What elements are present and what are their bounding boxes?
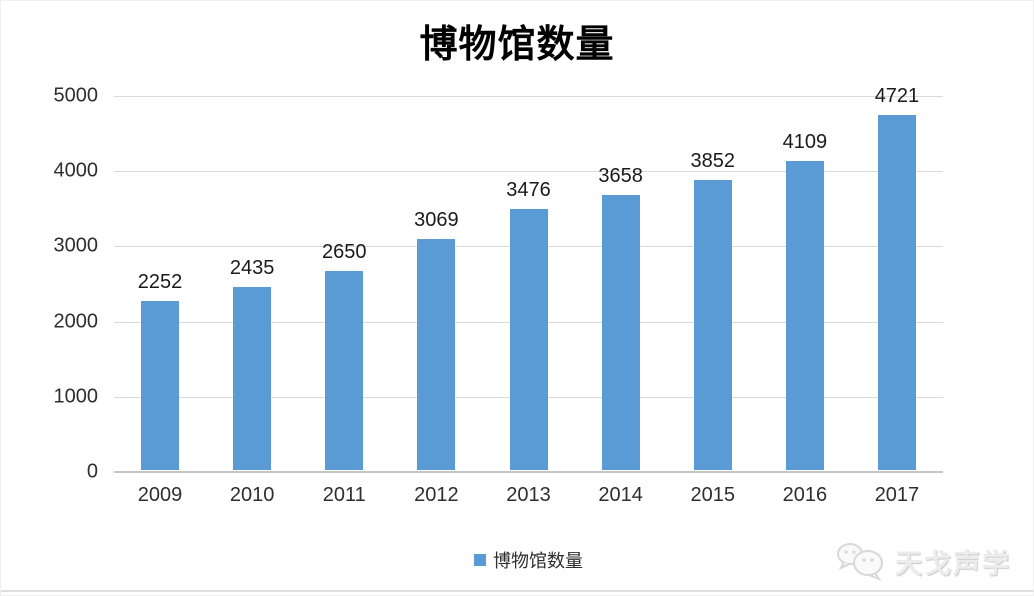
x-tick-label: 2013 bbox=[506, 484, 551, 506]
chart-title: 博物馆数量 bbox=[419, 21, 615, 66]
bar bbox=[877, 114, 916, 470]
x-tick-label: 2012 bbox=[414, 484, 459, 506]
x-tick-label: 2010 bbox=[229, 484, 275, 506]
x-tick-label: 2011 bbox=[322, 484, 366, 506]
bar-value-label: 2650 bbox=[322, 240, 367, 263]
bar bbox=[417, 239, 456, 470]
legend: 博物馆数量 bbox=[114, 547, 943, 573]
bar-value-label: 3476 bbox=[506, 178, 551, 201]
bar bbox=[233, 286, 272, 470]
legend-label: 博物馆数量 bbox=[493, 551, 583, 571]
bar-value-label: 4721 bbox=[874, 84, 920, 107]
y-tick-label: 5000 bbox=[53, 84, 99, 107]
bar bbox=[325, 270, 364, 470]
bar bbox=[141, 300, 180, 470]
y-tick-label: 3000 bbox=[53, 234, 99, 257]
x-tick-label: 2017 bbox=[874, 484, 920, 506]
x-tick-label: 2014 bbox=[598, 484, 643, 506]
x-tick-label: 2009 bbox=[137, 484, 183, 506]
bar-value-label: 3069 bbox=[414, 209, 459, 232]
y-tick-label: 2000 bbox=[53, 310, 99, 333]
y-tick-label: 4000 bbox=[53, 159, 99, 182]
plot-area: 0 1000 2000 3000 4000 5000 2252 2009 2435 2010 265… bbox=[54, 85, 943, 506]
gridline bbox=[114, 96, 943, 97]
x-tick-label: 2015 bbox=[690, 484, 735, 506]
bar-value-label: 2252 bbox=[137, 270, 183, 293]
watermark-text: 天戈声学 bbox=[895, 548, 1011, 579]
legend-swatch bbox=[474, 554, 486, 566]
y-tick-label: 0 bbox=[86, 460, 98, 483]
bottom-divider bbox=[1, 590, 1033, 592]
wechat-chat-bubbles-icon bbox=[837, 543, 883, 581]
y-tick-label: 1000 bbox=[53, 385, 99, 408]
bar-value-label: 3658 bbox=[598, 164, 643, 187]
bar bbox=[693, 180, 732, 470]
bar-value-label: 2435 bbox=[229, 256, 275, 279]
bar bbox=[785, 161, 824, 470]
gridline bbox=[114, 171, 943, 173]
x-axis-line bbox=[114, 471, 943, 473]
bar bbox=[601, 194, 640, 470]
watermark: 天戈声学 bbox=[835, 541, 1011, 581]
x-tick-label: 2016 bbox=[782, 484, 828, 506]
bar bbox=[509, 208, 548, 470]
bar-value-label: 4109 bbox=[782, 131, 828, 154]
bar-value-label: 3852 bbox=[690, 150, 735, 173]
